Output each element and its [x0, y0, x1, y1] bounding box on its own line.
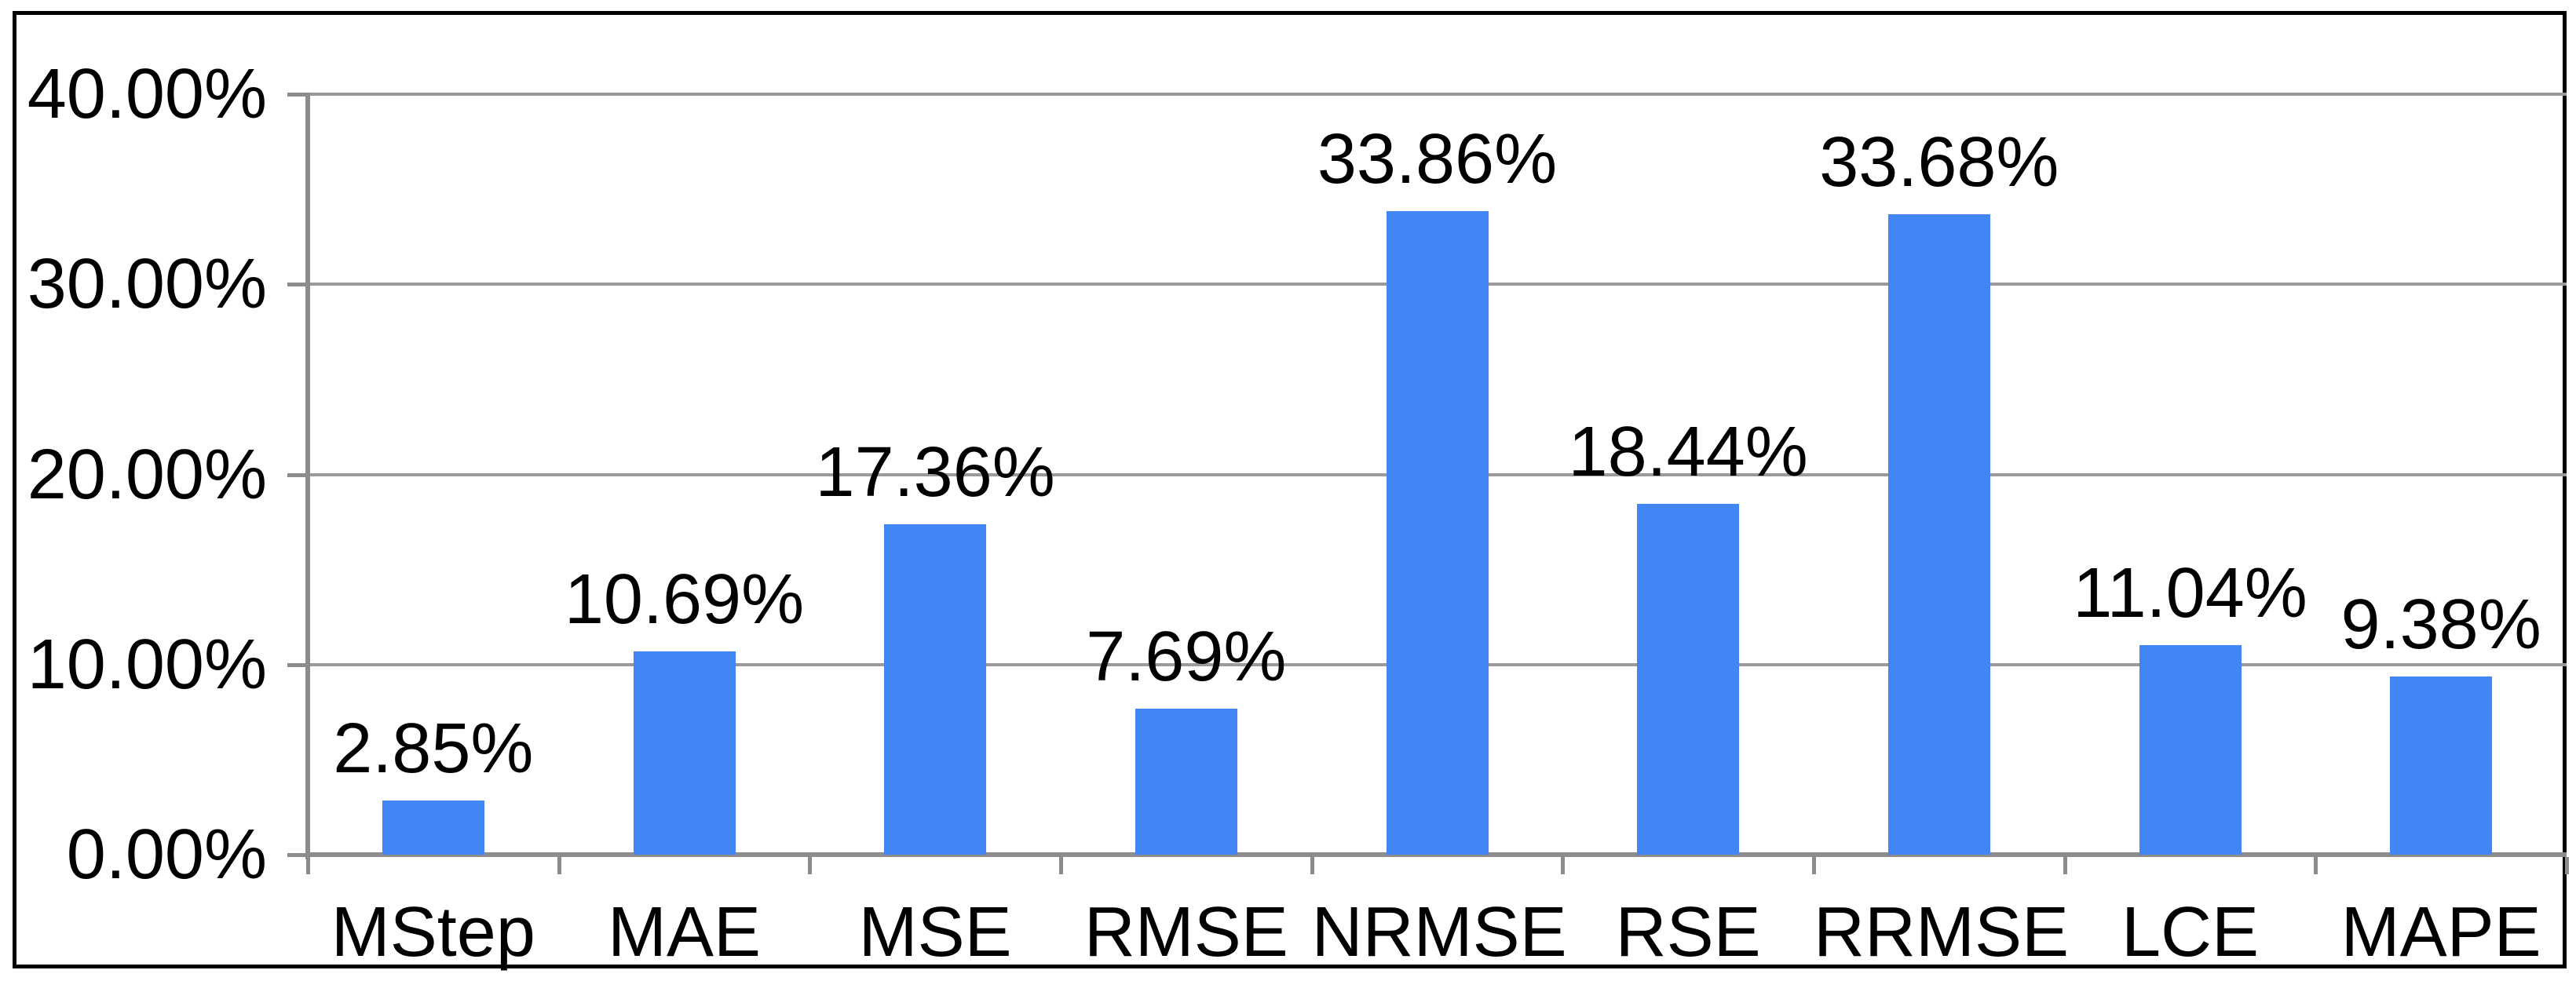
x-axis-line [305, 852, 2567, 857]
y-axis-tick [287, 662, 308, 667]
bar-mape [2390, 676, 2493, 855]
x-axis-tick [2314, 857, 2318, 874]
value-label-mse: 17.36% [815, 433, 1055, 512]
x-axis-tick [2063, 857, 2067, 874]
value-label-rrmse: 33.68% [1819, 123, 2059, 202]
y-axis-tick [287, 472, 308, 477]
x-label-lce: LCE [2121, 893, 2260, 972]
grid-line [308, 93, 2567, 96]
x-label-mstep: MStep [331, 893, 535, 972]
bar-lce [2139, 644, 2242, 855]
value-label-rmse: 7.69% [1086, 617, 1287, 696]
x-label-rrmse: RRMSE [1814, 893, 2070, 972]
x-axis-tick [1561, 857, 1566, 874]
plot-area: 40.00% 30.00% 20.00% 10.00% 0.00% 2.85% MStep 1… [16, 15, 2569, 970]
y-axis-tick [287, 853, 308, 857]
x-label-mae: MAE [607, 893, 761, 972]
bar-rrmse [1887, 214, 1990, 855]
x-axis-tick [808, 857, 813, 874]
x-axis-tick [557, 857, 561, 874]
bar-mstep [382, 800, 484, 855]
y-axis-tick-label: 40.00% [27, 55, 267, 133]
y-axis-tick [287, 283, 308, 287]
x-label-mape: MAPE [2340, 893, 2541, 972]
y-axis-tick-label: 30.00% [27, 245, 267, 324]
x-label-nrmse: NRMSE [1311, 893, 1567, 972]
y-axis-tick [287, 93, 308, 97]
x-axis-tick [1059, 857, 1063, 874]
value-label-mae: 10.69% [564, 560, 805, 640]
y-axis-tick-label: 0.00% [66, 815, 267, 894]
x-axis-tick [306, 857, 310, 874]
y-axis-tick-label: 10.00% [27, 625, 267, 704]
bar-rse [1637, 504, 1740, 855]
bar-mae [633, 651, 736, 855]
value-label-rse: 18.44% [1568, 413, 1808, 492]
value-label-lce: 11.04% [2073, 553, 2307, 633]
y-axis-line [305, 93, 310, 859]
value-label-nrmse: 33.86% [1317, 119, 1558, 199]
y-axis-tick-label: 20.00% [27, 435, 267, 514]
value-label-mape: 9.38% [2340, 585, 2541, 664]
bar-nrmse [1386, 210, 1489, 855]
bar-mse [884, 524, 987, 855]
x-axis-tick [1310, 857, 1314, 874]
x-label-rmse: RMSE [1083, 893, 1288, 972]
x-axis-tick [2565, 857, 2569, 874]
chart-frame: 40.00% 30.00% 20.00% 10.00% 0.00% 2.85% MStep 1… [13, 11, 2569, 970]
value-label-mstep: 2.85% [333, 709, 534, 788]
x-axis-tick [1812, 857, 1816, 874]
x-label-rse: RSE [1615, 893, 1761, 972]
bar-rmse [1135, 708, 1237, 855]
x-label-mse: MSE [858, 893, 1012, 972]
